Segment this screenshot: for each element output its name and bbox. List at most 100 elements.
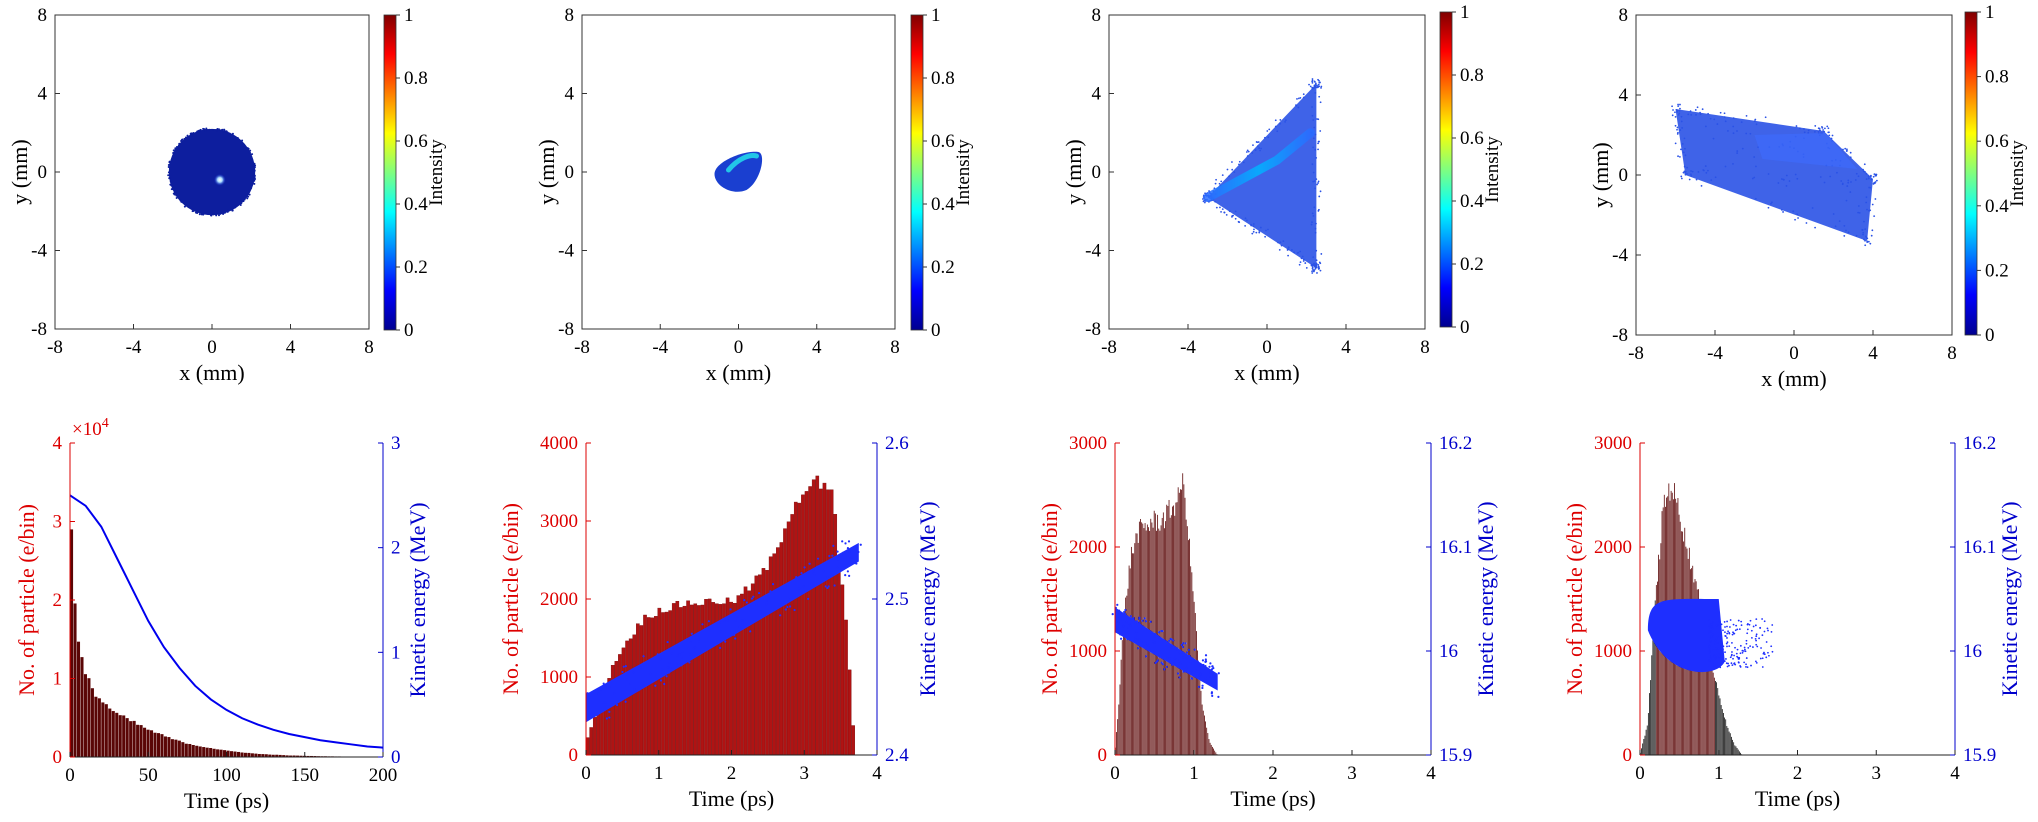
- beam-speckle: [1865, 196, 1868, 199]
- beam-speckle: [223, 210, 226, 213]
- energy-point: [1765, 641, 1768, 643]
- beam-speckle: [1672, 109, 1674, 111]
- histogram-bar: [840, 584, 845, 756]
- energy-point: [1708, 655, 1711, 658]
- energy-point: [1715, 638, 1718, 640]
- histogram-bar: [1122, 620, 1124, 755]
- beam-speckle: [173, 153, 176, 156]
- beam-speckle: [1840, 180, 1843, 182]
- beam-speckle: [1674, 115, 1677, 118]
- beam-speckle: [1251, 232, 1254, 235]
- x-axis-label: Time (ps): [1230, 786, 1315, 811]
- x-tick-label: 150: [291, 765, 320, 786]
- energy-line: [69, 494, 384, 749]
- beam-speckle: [250, 183, 253, 186]
- y-left-tick-label: 2000: [540, 589, 578, 610]
- energy-point: [606, 685, 610, 689]
- beam-speckle: [1319, 262, 1322, 265]
- beam-speckle: [253, 173, 256, 176]
- beam-speckle: [1686, 166, 1689, 169]
- energy-point: [1166, 656, 1169, 660]
- energy-point: [1727, 662, 1729, 665]
- beam-speckle: [1862, 168, 1864, 171]
- beam-speckle: [1869, 175, 1872, 178]
- beam-speckle: [204, 129, 207, 132]
- energy-point: [1763, 620, 1766, 623]
- energy-point: [743, 599, 746, 602]
- energy-point: [1188, 654, 1191, 658]
- beam-speckle: [195, 211, 198, 214]
- energy-point: [1138, 617, 1141, 620]
- energy-point: [1746, 623, 1749, 626]
- colorbar-tick-label: 0.8: [931, 68, 955, 89]
- beam-speckle: [1709, 117, 1712, 120]
- histogram-bar: [1121, 640, 1123, 755]
- x-tick-label: 3: [800, 763, 810, 784]
- histogram-bar: [819, 488, 823, 756]
- beam-speckle: [1274, 125, 1277, 128]
- histogram-bar: [1168, 499, 1170, 755]
- beam-speckle: [1831, 134, 1834, 137]
- beam-speckle: [1313, 84, 1316, 87]
- beam-speckle: [1689, 110, 1692, 113]
- y-right-tick-label: 16: [1963, 641, 1982, 662]
- beam-speckle: [1855, 234, 1858, 237]
- x-tick-label: 8: [890, 337, 900, 358]
- beam-speckle: [1202, 198, 1204, 200]
- energy-point: [1127, 631, 1130, 634]
- x-tick-label: 4: [1426, 763, 1436, 784]
- energy-point: [649, 672, 652, 676]
- beam-speckle: [1221, 174, 1224, 177]
- beam-speckle: [1690, 113, 1693, 116]
- x-tick-label: 0: [1262, 337, 1272, 358]
- energy-point: [1726, 620, 1728, 623]
- beam-speckle: [1828, 134, 1831, 137]
- beam-speckle: [1694, 109, 1697, 111]
- beam-speckle: [193, 208, 196, 211]
- histogram-bar: [1715, 680, 1716, 755]
- beam-speckle: [1304, 262, 1307, 264]
- y-tick-label: 0: [1092, 162, 1102, 183]
- beam-speckle: [1705, 171, 1708, 174]
- histogram-bar: [149, 730, 154, 757]
- histogram-bar: [1652, 636, 1654, 755]
- beam-speckle: [1252, 223, 1255, 225]
- beam-speckle: [1297, 97, 1300, 100]
- beam-speckle: [1755, 165, 1757, 168]
- y-left-axis-label: No. of particle (e/bin): [1562, 503, 1587, 695]
- histogram-bar: [1178, 492, 1180, 755]
- time-panel-3: 0 1 2 3 4 Time (ps) 0 1000 2000 3000 No. of partic…: [1037, 433, 1498, 811]
- histogram-bar: [1125, 597, 1127, 755]
- beam-speckle: [1695, 178, 1698, 181]
- beam-speckle: [1238, 163, 1240, 166]
- beam-speckle: [1317, 180, 1320, 183]
- beam-speckle: [1247, 150, 1250, 153]
- histogram-bar: [1737, 749, 1739, 755]
- beam-speckle: [1312, 270, 1315, 273]
- beam-speckle: [1310, 223, 1313, 226]
- histogram-bar: [282, 755, 286, 757]
- beam-speckle: [1704, 165, 1707, 167]
- y-right-tick-label: 16.1: [1439, 537, 1472, 558]
- energy-point: [1745, 657, 1748, 659]
- beam-speckle: [1317, 78, 1319, 81]
- time-panel-4: 0 1 2 3 4 Time (ps) 0 1000 2000 3000 No. of partic…: [1562, 433, 2022, 811]
- histogram-bar: [1184, 497, 1186, 755]
- energy-point: [1116, 603, 1119, 606]
- energy-point: [1763, 653, 1766, 656]
- energy-point: [734, 619, 737, 622]
- beam-speckle: [219, 212, 222, 215]
- y-tick-label: 8: [1619, 5, 1629, 26]
- energy-point: [850, 556, 854, 559]
- colorbar-tick-label: 1: [931, 5, 941, 26]
- beam-speckle: [1866, 240, 1869, 243]
- x-tick-label: 0: [1789, 343, 1799, 364]
- histogram-bar: [170, 739, 174, 757]
- histogram-bar: [202, 747, 206, 757]
- energy-point: [1217, 695, 1220, 698]
- beam-speckle: [169, 183, 172, 186]
- energy-point: [656, 653, 659, 656]
- beam-speckle: [1674, 142, 1677, 145]
- energy-point: [1733, 654, 1735, 657]
- beam-speckle: [1691, 170, 1694, 173]
